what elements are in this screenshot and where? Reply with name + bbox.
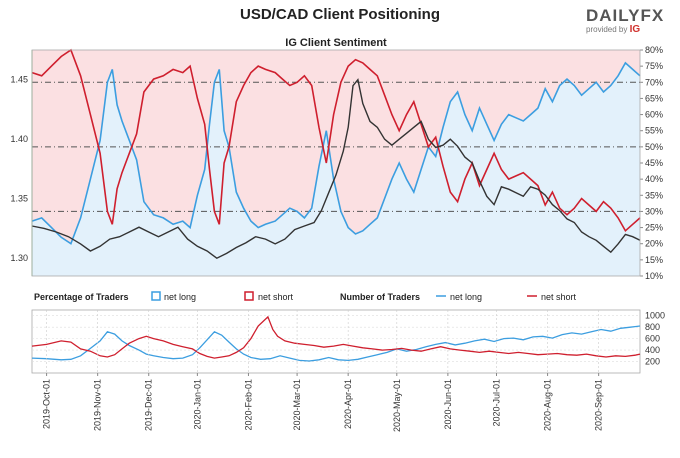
dailyfx-logo: DAILYFX provided by IG: [586, 6, 672, 35]
traders-tick-label: 600: [645, 334, 660, 344]
x-tick-label: 2019-Nov-01: [93, 379, 103, 431]
legend-number-long: net long: [450, 292, 482, 302]
x-tick-label: 2020-Apr-01: [343, 379, 353, 429]
logo-provided-by: provided by: [586, 25, 628, 34]
x-tick-label: 2020-Jan-01: [192, 379, 202, 430]
legend-percent-short: net short: [258, 292, 294, 302]
pct-tick-label: 75%: [645, 61, 663, 71]
pct-tick-label: 80%: [645, 45, 663, 55]
legend-percent-long: net long: [164, 292, 196, 302]
x-tick-label: 2019-Dec-01: [144, 379, 154, 431]
pct-tick-label: 20%: [645, 239, 663, 249]
net-long-line: [31, 61, 641, 245]
price-tick-label: 1.40: [10, 134, 28, 144]
page-title: USD/CAD Client Positioning: [240, 6, 440, 23]
pct-tick-label: 25%: [645, 223, 663, 233]
price-tick-label: 1.45: [10, 75, 28, 85]
pct-tick-label: 45%: [645, 158, 663, 168]
pct-tick-label: 50%: [645, 142, 663, 152]
traders-net-long-line: [31, 325, 641, 362]
x-tick-label: 2020-Jun-01: [443, 379, 453, 430]
traders-tick-label: 800: [645, 322, 660, 332]
ig-brand: IG: [629, 24, 641, 35]
sentiment-panel-title: IG Client Sentiment: [285, 37, 387, 49]
pct-tick-label: 30%: [645, 206, 663, 216]
legend-percent-long-swatch: [151, 291, 161, 301]
x-tick-label: 2020-May-01: [392, 379, 402, 432]
logo-subtitle: provided by IG: [586, 24, 672, 35]
sentiment-panel: IG Client Sentiment 1.30 1.35 1.40 1.45 10% 15…: [10, 37, 663, 281]
pct-tick-label: 70%: [645, 77, 663, 87]
traders-tick-label: 400: [645, 345, 660, 355]
pct-tick-label: 60%: [645, 110, 663, 120]
pct-tick-label: 15%: [645, 255, 663, 265]
pct-tick-label: 10%: [645, 271, 663, 281]
x-tick-label: 2020-Aug-01: [543, 379, 553, 431]
sentiment-frame: [31, 49, 641, 277]
price-tick-label: 1.30: [10, 253, 28, 263]
pct-tick-label: 65%: [645, 93, 663, 103]
traders-net-short-line: [31, 315, 641, 359]
x-tick-label: 2019-Oct-01: [42, 379, 52, 429]
legend-percent-short-swatch: [244, 291, 254, 301]
x-tick-label: 2020-Jul-01: [492, 379, 502, 427]
price-line: [31, 78, 641, 260]
logo-wordmark: DAILYFX: [586, 6, 665, 25]
x-tick-label: 2020-Mar-01: [292, 379, 302, 431]
traders-tick-label: 1000: [645, 311, 665, 321]
legend-number-label: Number of Traders: [340, 292, 420, 302]
price-tick-label: 1.35: [10, 194, 28, 204]
legend-percent-label: Percentage of Traders: [34, 292, 129, 302]
traders-panel: Percentage of Traders net long net short Nu…: [31, 291, 665, 432]
x-tick-label: 2020-Feb-01: [243, 379, 253, 431]
pct-tick-label: 40%: [645, 174, 663, 184]
x-tick-label: 2020-Sep-01: [594, 379, 604, 431]
pct-tick-label: 35%: [645, 190, 663, 200]
traders-tick-label: 200: [645, 357, 660, 367]
pct-tick-label: 55%: [645, 126, 663, 136]
legend-number-short: net short: [541, 292, 577, 302]
